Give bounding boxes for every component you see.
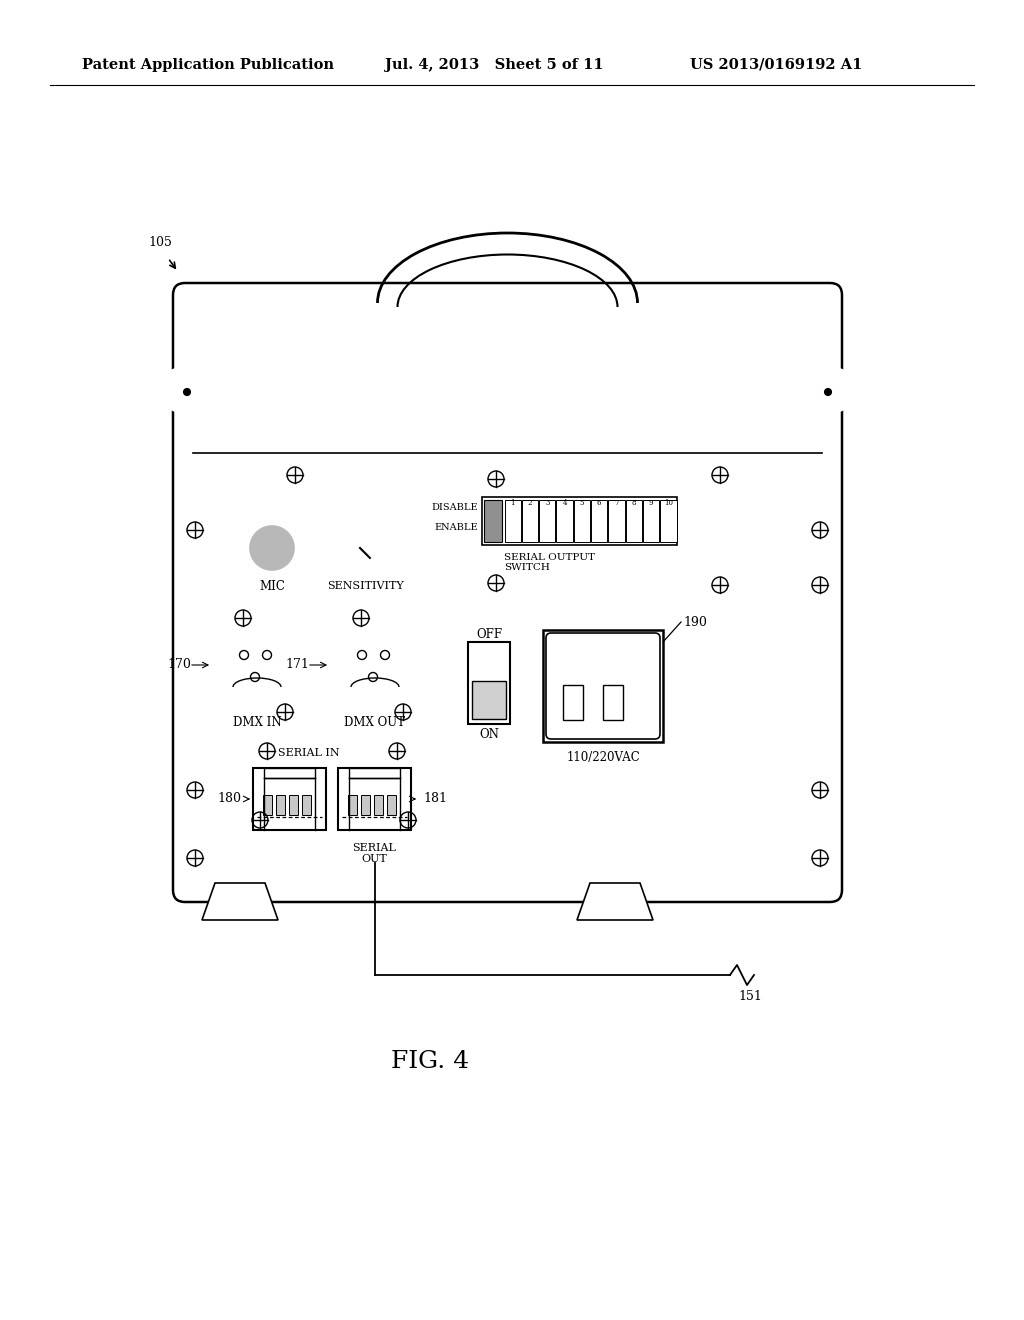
Bar [563, 685, 583, 719]
Bar [264, 768, 315, 777]
Text: 9: 9 [649, 499, 653, 507]
Bar [522, 500, 538, 543]
Text: 170: 170 [167, 659, 190, 672]
Bar [591, 500, 607, 543]
Text: 10: 10 [664, 499, 673, 507]
Bar [608, 500, 625, 543]
Circle shape [338, 525, 382, 570]
Bar [660, 500, 677, 543]
Text: 181: 181 [423, 792, 447, 805]
Text: ENABLE: ENABLE [434, 523, 478, 532]
Bar [468, 642, 510, 723]
Bar [643, 500, 659, 543]
Text: FIG. 4: FIG. 4 [391, 1051, 469, 1073]
Text: DISABLE: DISABLE [431, 503, 478, 511]
Text: US 2013/0169192 A1: US 2013/0169192 A1 [690, 58, 862, 73]
Text: 8: 8 [632, 499, 636, 507]
Text: 1: 1 [510, 499, 515, 507]
Text: Jul. 4, 2013   Sheet 5 of 11: Jul. 4, 2013 Sheet 5 of 11 [385, 58, 603, 73]
Text: SERIAL OUTPUT: SERIAL OUTPUT [504, 553, 595, 561]
Text: 171: 171 [285, 659, 309, 672]
Bar [573, 500, 590, 543]
Text: 2: 2 [527, 499, 532, 507]
Bar [263, 795, 272, 814]
Bar [505, 500, 521, 543]
Text: SENSITIVITY: SENSITIVITY [327, 581, 403, 591]
Text: 7: 7 [614, 499, 618, 507]
Bar [348, 795, 357, 814]
Text: ON: ON [479, 727, 499, 741]
Polygon shape [202, 883, 278, 920]
Text: 105: 105 [148, 235, 172, 248]
Text: OUT: OUT [361, 854, 387, 865]
Text: 6: 6 [597, 499, 601, 507]
Text: DMX IN: DMX IN [232, 717, 282, 730]
Text: 3: 3 [545, 499, 550, 507]
Circle shape [250, 525, 294, 570]
FancyBboxPatch shape [546, 634, 660, 739]
Bar [349, 768, 400, 777]
Text: Patent Application Publication: Patent Application Publication [82, 58, 334, 73]
Circle shape [824, 388, 831, 396]
Text: 190: 190 [683, 615, 707, 628]
Text: OFF: OFF [476, 627, 502, 640]
Text: 4: 4 [562, 499, 567, 507]
Bar [289, 795, 298, 814]
Text: SERIAL: SERIAL [352, 843, 396, 853]
Circle shape [169, 378, 195, 403]
Bar [361, 795, 370, 814]
Bar [387, 795, 396, 814]
Text: 180: 180 [217, 792, 241, 805]
Bar [484, 500, 502, 543]
Bar [472, 681, 506, 719]
Bar [539, 500, 555, 543]
Bar [603, 685, 623, 719]
Bar [626, 500, 642, 543]
Text: 5: 5 [580, 499, 584, 507]
Text: DMX OUT: DMX OUT [344, 717, 406, 730]
Circle shape [820, 378, 846, 403]
Bar [302, 795, 311, 814]
Circle shape [183, 388, 190, 396]
Bar [543, 630, 663, 742]
FancyBboxPatch shape [173, 282, 842, 902]
Bar [253, 768, 326, 830]
Circle shape [332, 622, 418, 708]
Bar [482, 498, 677, 545]
Text: SWITCH: SWITCH [504, 564, 550, 573]
Circle shape [160, 368, 204, 412]
Circle shape [811, 368, 855, 412]
Polygon shape [577, 883, 653, 920]
Bar [338, 768, 411, 830]
Circle shape [214, 622, 300, 708]
Text: SERIAL IN: SERIAL IN [279, 748, 340, 758]
Bar [556, 500, 572, 543]
Bar [276, 795, 285, 814]
Text: 151: 151 [738, 990, 762, 1003]
Text: 110/220VAC: 110/220VAC [566, 751, 640, 764]
Text: MIC: MIC [259, 579, 285, 593]
Bar [374, 795, 383, 814]
